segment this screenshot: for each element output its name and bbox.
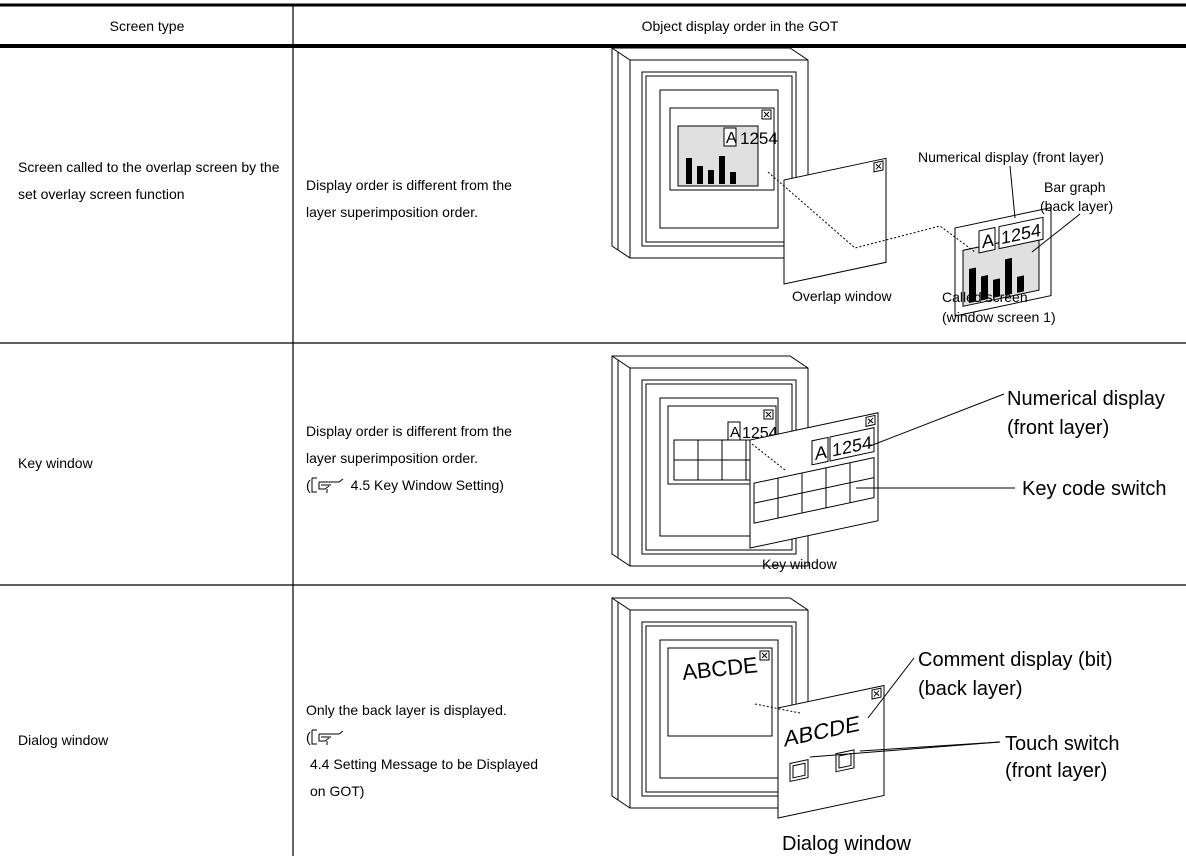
fig-label: Bar graph <box>1044 179 1105 195</box>
keypad <box>753 457 875 524</box>
fig-label: Overlap window <box>792 288 892 304</box>
touch-switch <box>838 752 852 769</box>
fig-label: Touch switch <box>1005 733 1120 755</box>
overlap-window <box>783 157 887 285</box>
a-box <box>978 226 996 254</box>
fig-text: 1254 <box>740 129 778 148</box>
fig-label: Key code switch <box>1022 478 1167 500</box>
screen-type: Screen called to the overlap screen by t… <box>18 159 280 202</box>
bar <box>697 166 703 184</box>
description: Display order is different from the laye… <box>306 177 512 220</box>
bar <box>1017 275 1024 293</box>
screen-type: Key window <box>18 455 93 471</box>
description: Display order is different from the laye… <box>306 423 512 466</box>
leader-line <box>869 393 1005 447</box>
header-cell: Object display order in the GOT <box>642 18 839 34</box>
bar <box>730 172 736 184</box>
fig-text: A <box>982 230 995 253</box>
reference-icon <box>311 729 344 746</box>
key-window: A 1254 <box>749 412 879 549</box>
dotted-link <box>767 171 976 253</box>
number-box <box>998 216 1044 250</box>
bar <box>686 158 692 184</box>
bar <box>708 170 714 184</box>
fig-text: A <box>726 130 737 147</box>
dotted-link <box>751 443 786 471</box>
touch-switch <box>792 762 806 779</box>
fig-label: Dialog window <box>782 833 912 855</box>
fig-label: Comment display (bit) <box>918 649 1113 671</box>
ref-paren: ( <box>306 477 311 493</box>
fig-label: (front layer) <box>1005 760 1107 782</box>
leader-line <box>1031 213 1081 253</box>
reference-icon <box>311 477 344 493</box>
description: Only the back layer is displayed. <box>306 702 507 718</box>
number-box <box>829 427 875 462</box>
bar <box>1005 257 1012 296</box>
bar <box>981 274 988 301</box>
fig-label: Numerical display <box>1007 388 1165 410</box>
a-box <box>811 436 829 466</box>
ref-text: 4.5 Key Window Setting) <box>350 477 504 493</box>
fig-text: A <box>815 442 828 465</box>
fig-label: Numerical display (front layer) <box>918 149 1104 165</box>
reference-icon <box>311 477 344 493</box>
fig-text: A <box>730 424 740 441</box>
screen-type: Dialog window <box>18 732 109 748</box>
dialog-window-panel <box>777 684 885 819</box>
close-button <box>763 409 774 420</box>
close-button <box>871 687 882 700</box>
close-button <box>865 414 876 427</box>
fig-label: (window screen 1) <box>942 309 1056 325</box>
bar <box>993 278 1000 298</box>
fig-label: (back layer) <box>918 678 1022 700</box>
bar <box>969 267 976 304</box>
leader-line <box>809 741 1001 758</box>
window-screen <box>667 647 773 737</box>
dialog-window: ABCDE <box>777 684 885 819</box>
close-button <box>873 160 884 173</box>
a-box <box>723 127 737 147</box>
bar <box>719 156 725 184</box>
reference: ( 4.4 Setting Message to be Displayed on… <box>306 724 546 805</box>
reference: ( 4.5 Key Window Setting) <box>306 472 504 499</box>
bars <box>686 156 736 184</box>
fig-label: Called screen <box>942 289 1028 305</box>
ref-paren: ( <box>306 729 311 745</box>
fig-label: (front layer) <box>1007 417 1109 439</box>
close-button <box>761 109 772 120</box>
fig-label: Key window <box>762 556 838 572</box>
ref-text: 4.4 Setting Message to be Displayed on G… <box>310 756 539 799</box>
leader-line <box>867 657 915 719</box>
leader-line <box>1009 165 1016 219</box>
fig-label: (back layer) <box>1040 198 1113 214</box>
close-button <box>759 650 770 661</box>
reference-icon <box>311 729 344 746</box>
called-screen: A 1254 <box>954 206 1052 317</box>
overlap-window-panel <box>783 157 887 285</box>
header-cell: Screen type <box>110 18 185 34</box>
